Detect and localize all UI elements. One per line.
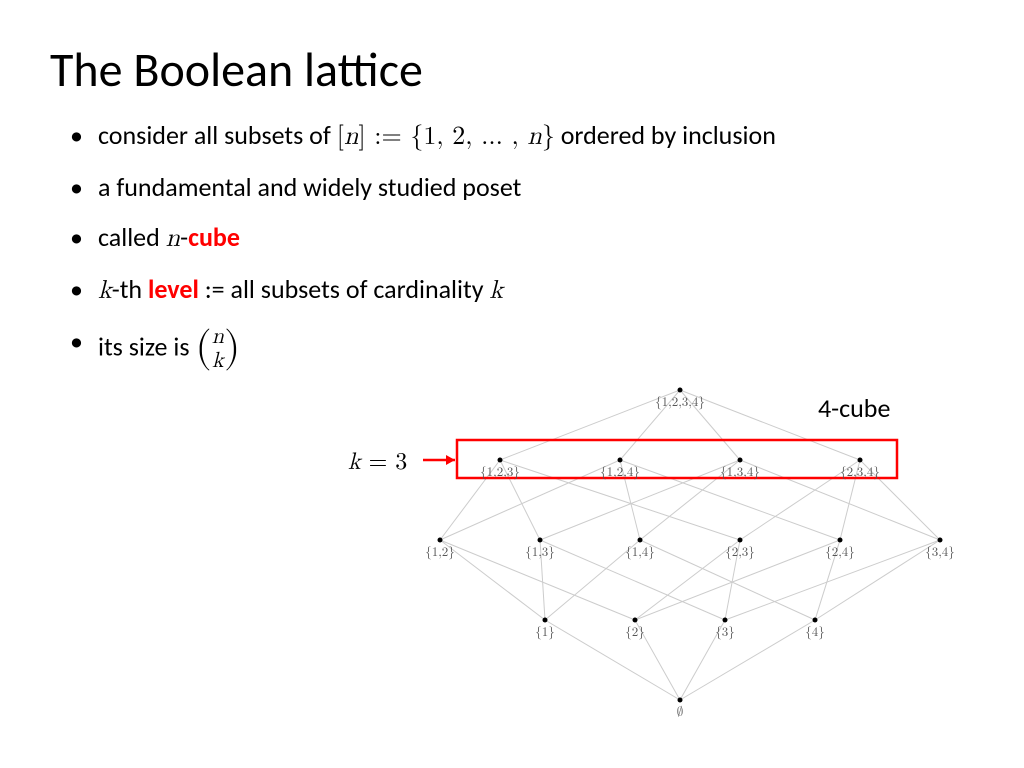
- bullet-1: consider all subsets of [n] := {1, 2, … …: [70, 119, 974, 153]
- page-title: The Boolean lattice: [50, 40, 974, 99]
- bullet-5: its size is (nk): [70, 325, 974, 373]
- math-k1: k: [98, 278, 112, 304]
- math-set-def: [n] := {1, 2, … , n}: [337, 124, 555, 150]
- bullet-4-mid: -th: [112, 273, 148, 305]
- bullet-3-dash: -: [180, 221, 188, 253]
- svg-text:{3}: {3}: [715, 626, 735, 640]
- bullet-2: a fundamental and widely studied poset: [70, 171, 974, 203]
- svg-text:∅: ∅: [677, 706, 684, 719]
- svg-text:{2,3}: {2,3}: [725, 546, 755, 560]
- bullet-5-pre: its size is: [98, 330, 195, 362]
- bullet-1-post: ordered by inclusion: [555, 119, 776, 151]
- svg-text:{1,4}: {1,4}: [625, 546, 655, 560]
- bullet-1-pre: consider all subsets of: [98, 119, 337, 151]
- cube-label: cube: [188, 221, 240, 253]
- math-k2: k: [489, 278, 503, 304]
- svg-text:{1}: {1}: [535, 626, 555, 640]
- bullet-3-pre: called: [98, 221, 166, 253]
- bullet-4: k-th level := all subsets of cardinality…: [70, 273, 974, 307]
- svg-text:{4}: {4}: [805, 626, 825, 640]
- svg-text:{3,4}: {3,4}: [925, 546, 955, 560]
- math-n: n: [166, 226, 180, 252]
- slide: The Boolean lattice consider all subsets…: [0, 0, 1024, 768]
- bullet-list: consider all subsets of [n] := {1, 2, … …: [50, 119, 974, 373]
- lattice-diagram: 4-cube k = 3 {1,2,3,4}{1,2,3}{1,2,4}{1,3…: [330, 370, 1010, 760]
- svg-text:{2,3,4}: {2,3,4}: [840, 466, 880, 480]
- svg-text:{1,2,3,4}: {1,2,3,4}: [655, 396, 705, 410]
- lattice-svg: {1,2,3,4} {1,2,3} {1,2,4} {1,3,4} {2,3,4} {1,…: [330, 370, 1010, 760]
- bullet-3: called n-cube: [70, 221, 974, 255]
- svg-text:{1,2,3}: {1,2,3}: [480, 466, 520, 480]
- binomial: (nk): [195, 325, 240, 373]
- binom-bot: k: [212, 350, 224, 372]
- bullet-4-post: := all subsets of cardinality: [199, 273, 490, 305]
- svg-text:{1,2}: {1,2}: [425, 546, 455, 560]
- svg-text:{2,4}: {2,4}: [825, 546, 855, 560]
- svg-text:{1,3}: {1,3}: [525, 546, 555, 560]
- svg-text:{2}: {2}: [625, 626, 645, 640]
- binom-top: n: [212, 326, 224, 348]
- svg-text:{1,2,4}: {1,2,4}: [600, 466, 640, 480]
- level-label: level: [148, 273, 199, 305]
- svg-text:{1,3,4}: {1,3,4}: [720, 466, 760, 480]
